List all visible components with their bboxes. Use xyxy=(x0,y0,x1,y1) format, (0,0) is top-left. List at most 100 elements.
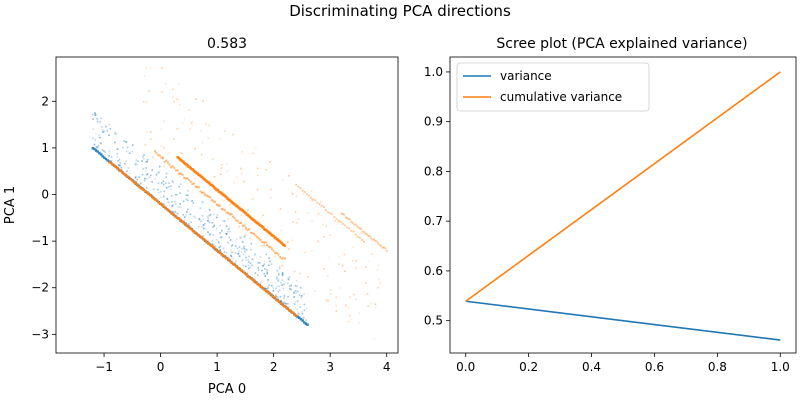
scatter-point xyxy=(103,156,106,159)
scatter-point xyxy=(257,274,259,276)
scatter-point xyxy=(245,248,248,251)
scatter-point xyxy=(216,249,219,253)
scatter-point xyxy=(177,83,180,85)
scatter-point xyxy=(186,177,189,180)
scree-panel: Scree plot (PCA explained variance) 0.0 0… xyxy=(424,36,797,374)
scatter-point xyxy=(116,156,119,158)
scatter-point xyxy=(123,162,126,165)
scatter-point xyxy=(250,242,253,245)
scatter-point xyxy=(244,245,246,248)
scatter-point xyxy=(218,204,221,207)
scatter-point xyxy=(306,323,309,326)
scatter-point xyxy=(361,230,364,233)
scatter-point xyxy=(160,196,162,199)
scatter-point xyxy=(191,182,193,184)
scatter-point xyxy=(170,212,173,215)
scatter-point xyxy=(114,141,116,144)
scatter-point xyxy=(297,185,300,188)
scatter-point xyxy=(225,163,228,166)
scatter-point xyxy=(304,322,308,326)
scatter-point xyxy=(122,146,124,149)
scatter-point xyxy=(231,251,233,254)
scatter-point xyxy=(363,231,365,234)
scatter-point xyxy=(266,271,268,274)
scatter-point xyxy=(273,235,276,238)
scatter-point xyxy=(287,306,290,309)
scatter-point xyxy=(375,240,378,243)
scatter-point xyxy=(329,212,332,215)
scatter-point xyxy=(273,296,276,299)
scatter-point xyxy=(292,221,294,224)
scatter-point xyxy=(151,181,153,183)
scatter-point xyxy=(367,305,370,307)
scatter-point xyxy=(338,256,340,258)
scatter-point xyxy=(174,193,177,196)
scatter-point xyxy=(177,206,179,209)
scatter-ytick-label: −3 xyxy=(31,327,49,341)
scatter-point xyxy=(188,109,190,111)
scatter-point xyxy=(185,222,188,224)
scatter-point xyxy=(194,177,196,180)
scatter-point xyxy=(202,224,205,227)
scatter-point xyxy=(257,283,261,287)
scatter-point xyxy=(173,213,176,217)
scree-xtick-label: 0.0 xyxy=(456,360,475,374)
scatter-point xyxy=(212,243,214,245)
scatter-point xyxy=(118,158,121,161)
scatter-point xyxy=(370,302,372,305)
scatter-point xyxy=(241,241,244,244)
scatter-point xyxy=(279,256,282,259)
scatter-point xyxy=(241,259,244,262)
scatter-point xyxy=(103,149,105,152)
scatter-point xyxy=(262,286,265,290)
scatter-point xyxy=(195,227,197,230)
scatter-point xyxy=(206,241,209,244)
scatter-point xyxy=(233,217,236,220)
scatter-point xyxy=(145,191,149,195)
scatter-point xyxy=(200,220,202,223)
scatter-point xyxy=(228,226,231,229)
scatter-point xyxy=(134,181,137,185)
scatter-point xyxy=(164,206,167,210)
scatter-point xyxy=(191,229,195,233)
scatter-point xyxy=(158,171,160,174)
scatter-point xyxy=(275,282,277,284)
scatter-point xyxy=(235,219,238,222)
scatter-point xyxy=(350,229,353,232)
figure-suptitle: Discriminating PCA directions xyxy=(289,2,511,20)
scatter-point xyxy=(365,266,367,268)
scatter-point xyxy=(267,278,269,281)
scatter-point xyxy=(225,211,228,214)
scatter-point xyxy=(202,235,205,237)
scatter-point xyxy=(280,300,283,302)
scatter-point xyxy=(310,198,313,201)
scatter-point xyxy=(208,124,210,127)
scatter-point xyxy=(234,265,238,268)
scatter-point xyxy=(299,318,303,321)
scatter-point xyxy=(181,220,185,223)
scatter-point xyxy=(100,142,103,145)
scatter-xtick-label: 3 xyxy=(326,360,334,374)
scatter-point xyxy=(335,310,338,312)
scatter-point xyxy=(322,223,324,226)
scatter-point xyxy=(171,96,174,98)
scatter-point xyxy=(230,245,233,247)
scatter-point xyxy=(249,266,251,269)
scatter-point xyxy=(102,150,105,152)
scree-ytick-label: 0.7 xyxy=(424,214,443,228)
scatter-point xyxy=(232,133,234,136)
scatter-point xyxy=(230,249,232,252)
scatter-point xyxy=(144,143,147,146)
scatter-point xyxy=(341,212,344,215)
scree-xtick-label: 0.6 xyxy=(645,360,664,374)
scatter-point xyxy=(227,228,230,230)
scatter-point xyxy=(298,316,301,320)
scatter-point xyxy=(160,202,163,206)
scatter-point xyxy=(173,100,176,103)
scatter-point xyxy=(283,283,285,286)
scatter-xlabel: PCA 0 xyxy=(208,382,246,397)
scatter-point xyxy=(257,261,259,264)
scatter-point xyxy=(232,257,235,260)
scatter-point xyxy=(124,140,127,143)
scatter-point xyxy=(229,239,232,241)
